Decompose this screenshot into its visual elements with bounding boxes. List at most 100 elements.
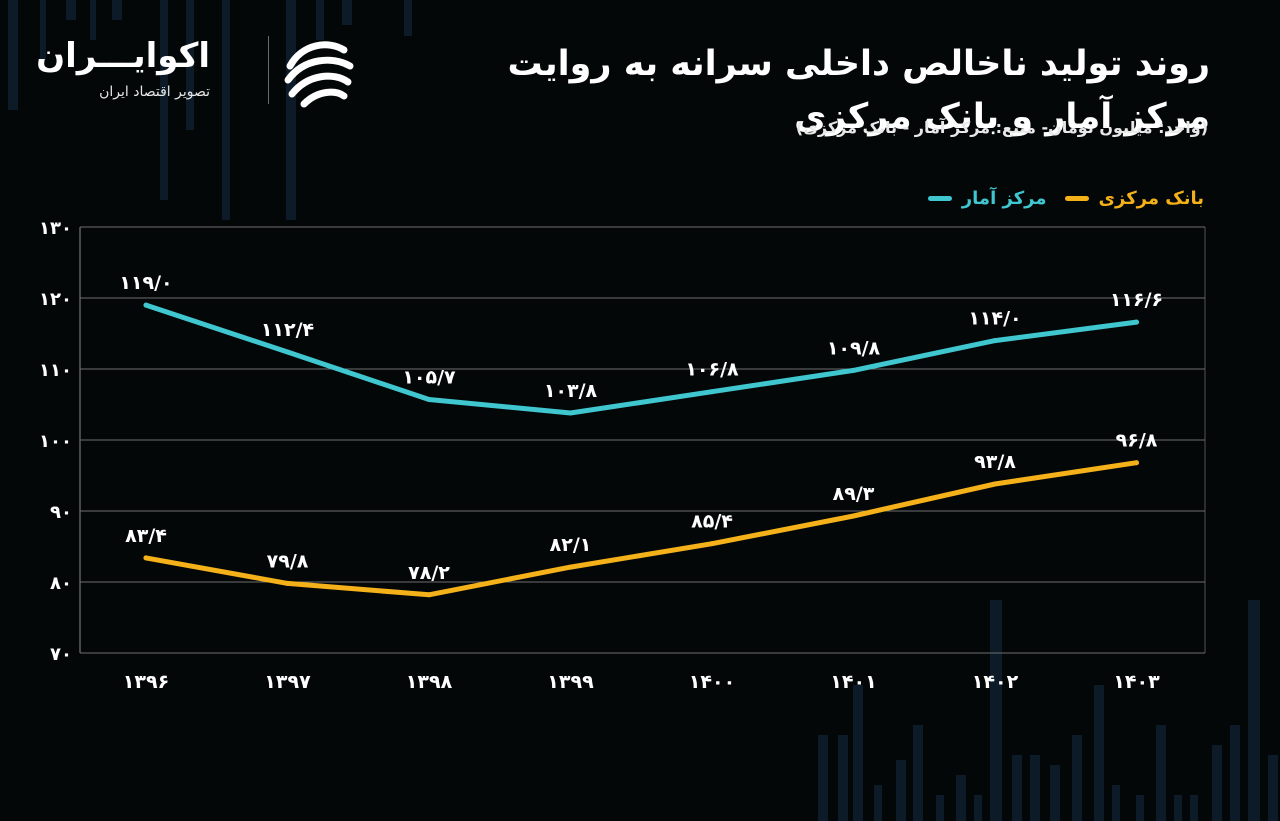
background-bar — [222, 0, 230, 220]
background-bar — [990, 600, 1002, 821]
data-label-bank: ۷۹/۸ — [267, 550, 309, 572]
x-tick-label: ۱۳۹۸ — [406, 671, 453, 693]
background-bar — [913, 725, 923, 821]
background-bar — [186, 0, 194, 130]
background-bar — [896, 760, 906, 821]
data-label-bank: ۸۲/۱ — [550, 534, 592, 556]
y-tick-label: ۱۰۰ — [39, 431, 72, 452]
x-tick-label: ۱۴۰۲ — [972, 671, 1019, 693]
data-label-bank: ۸۵/۴ — [691, 511, 733, 533]
data-label-amar: ۱۰۹/۸ — [827, 337, 881, 359]
data-point-bank — [426, 592, 432, 598]
background-bar — [1094, 685, 1104, 821]
background-bar — [1230, 725, 1240, 821]
background-bar — [160, 0, 168, 200]
data-point-bank — [992, 481, 998, 487]
series-line-bank — [143, 460, 1139, 598]
background-bar — [316, 0, 324, 40]
background-bar — [874, 785, 882, 821]
chart-subtitle: (واحد: میلیون تومان- منبع: مرکز آمار - ب… — [795, 118, 1208, 137]
legend-swatch-bank — [1064, 196, 1089, 201]
x-tick-label: ۱۳۹۹ — [547, 671, 594, 693]
x-tick-label: ۱۴۰۱ — [830, 671, 876, 693]
background-bar — [1156, 725, 1166, 821]
y-tick-label: ۱۳۰ — [39, 218, 72, 239]
data-label-bank: ۸۳/۴ — [125, 525, 167, 547]
legend-item-amar: مرکز آمار — [927, 188, 1047, 209]
data-label-amar: ۱۱۴/۰ — [968, 308, 1021, 330]
data-point-amar — [426, 397, 432, 403]
data-point-amar — [992, 338, 998, 344]
background-bar — [8, 0, 18, 110]
logo-divider — [268, 36, 269, 104]
background-bar — [342, 0, 352, 25]
data-label-bank: ۸۹/۳ — [833, 483, 875, 505]
background-bar — [818, 735, 828, 821]
background-bar — [1190, 795, 1198, 821]
data-point-bank — [568, 564, 573, 570]
data-point-amar — [1134, 319, 1139, 325]
data-point-bank — [1134, 460, 1139, 466]
data-point-amar — [709, 389, 715, 395]
background-bar — [1174, 795, 1182, 821]
data-point-amar — [143, 302, 149, 308]
legend-item-bank: بانک مرکزی — [1064, 188, 1204, 209]
background-bar — [286, 0, 296, 220]
title-line-1: روند تولید ناخالص داخلی سرانه به روایت — [507, 44, 1210, 84]
data-label-bank: ۹۳/۸ — [974, 451, 1016, 473]
background-bar — [838, 735, 848, 821]
background-bar — [1136, 795, 1144, 821]
y-tick-label: ۱۲۰ — [39, 289, 72, 310]
y-tick-label: ۹۰ — [50, 502, 72, 523]
legend: مرکز آمار بانک مرکزی — [927, 188, 1204, 209]
data-label-bank: ۹۶/۸ — [1116, 430, 1158, 452]
logo-name: اکوایـــران — [36, 36, 210, 76]
background-bar — [90, 0, 96, 40]
background-bar — [956, 775, 966, 821]
data-label-bank: ۷۸/۲ — [408, 562, 450, 584]
background-bar — [1212, 745, 1222, 821]
background-bar — [936, 795, 944, 821]
data-point-bank — [285, 580, 290, 586]
series-line-amar — [143, 302, 1139, 416]
background-bar — [1030, 755, 1040, 821]
data-point-amar — [851, 367, 856, 373]
y-tick-label: ۷۰ — [50, 644, 72, 665]
background-bar — [1268, 755, 1278, 821]
data-label-amar: ۱۰۶/۸ — [685, 359, 739, 381]
background-bar — [974, 795, 982, 821]
data-label-amar: ۱۰۵/۷ — [402, 367, 456, 389]
logo: اکوایـــران تصویر اقتصاد ایران — [36, 34, 354, 114]
background-bar — [66, 0, 76, 20]
title-line-2: مرکز آمار و بانک مرکزی — [794, 97, 1210, 137]
background-bar — [40, 0, 46, 60]
x-tick-label: ۱۳۹۷ — [264, 671, 311, 693]
ecoiran-logo-icon — [284, 41, 354, 108]
x-tick-label: ۱۴۰۳ — [1113, 671, 1160, 693]
data-point-bank — [851, 513, 856, 519]
data-label-amar: ۱۱۲/۴ — [261, 319, 314, 341]
background-bar — [1248, 600, 1260, 821]
data-point-amar — [285, 349, 290, 355]
background-bar — [1072, 735, 1082, 821]
background-bar — [1050, 765, 1060, 821]
logo-tagline: تصویر اقتصاد ایران — [99, 84, 210, 100]
x-tick-label: ۱۴۰۰ — [689, 671, 735, 693]
background-bar — [1112, 785, 1120, 821]
x-tick-label: ۱۳۹۶ — [123, 671, 169, 693]
data-label-amar: ۱۰۳/۸ — [544, 380, 598, 402]
legend-label-amar: مرکز آمار — [961, 188, 1047, 209]
data-point-bank — [709, 541, 715, 547]
background-bar — [112, 0, 122, 20]
y-tick-label: ۸۰ — [50, 573, 72, 594]
data-point-bank — [143, 555, 149, 561]
background-bar — [853, 685, 863, 821]
chart-title: روند تولید ناخالص داخلی سرانه به روایت م… — [507, 38, 1210, 144]
data-label-amar: ۱۱۹/۰ — [119, 272, 172, 294]
data-label-amar: ۱۱۶/۶ — [1110, 289, 1163, 311]
legend-swatch-amar — [927, 196, 952, 201]
background-bar — [1012, 755, 1022, 821]
legend-label-bank: بانک مرکزی — [1098, 188, 1204, 209]
